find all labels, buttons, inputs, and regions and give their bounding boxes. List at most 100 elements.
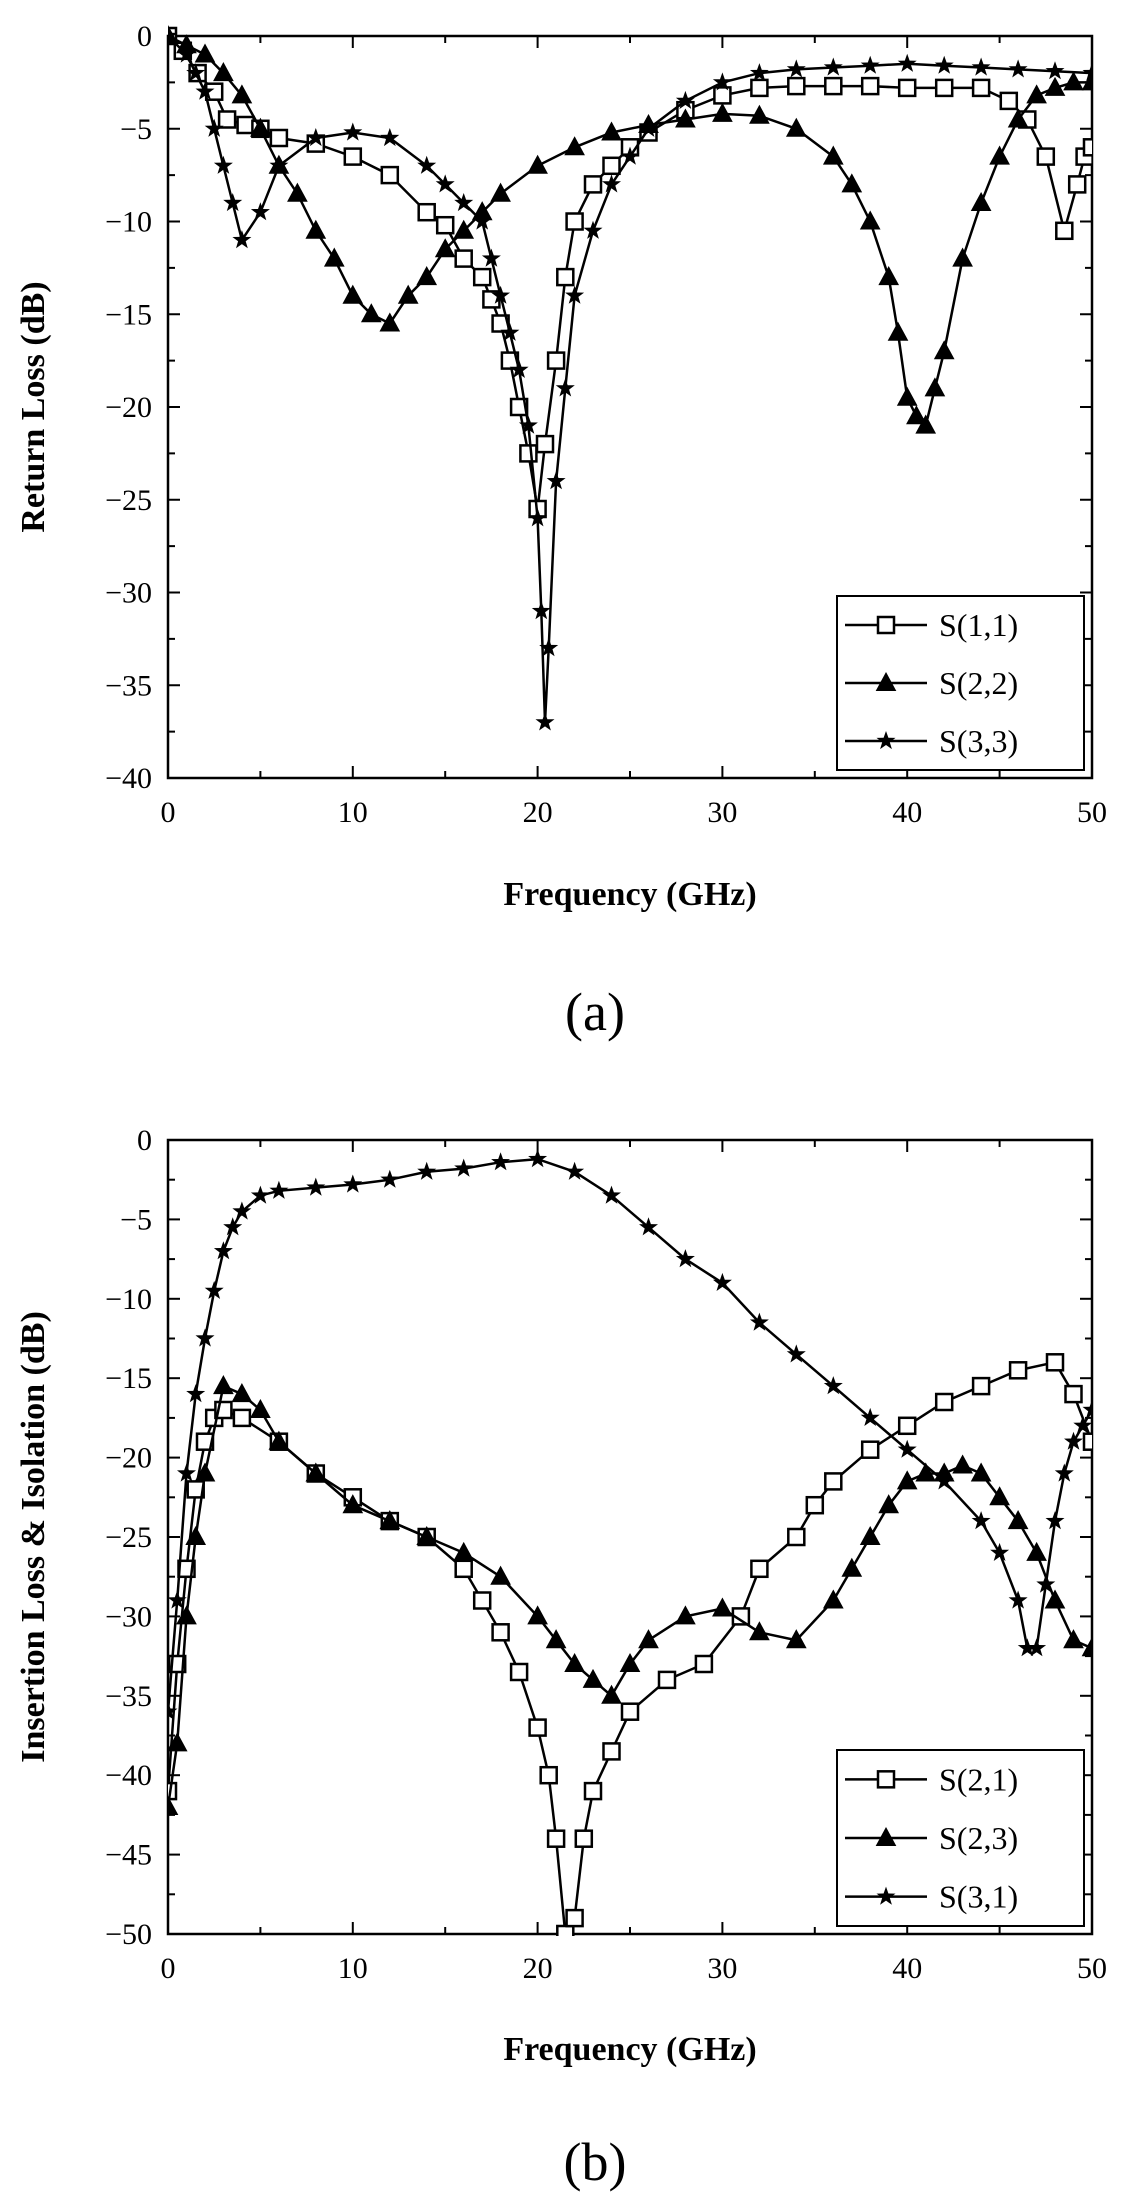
y-tick-label: −35 xyxy=(105,1680,152,1713)
panel-a-return-loss: 0 10 20 30 40 50 0 −5 −10 −15 −20 −25 −30 −35 −40 Frequ… xyxy=(15,20,1107,1042)
data-point xyxy=(306,1177,326,1196)
data-point xyxy=(231,1383,252,1403)
data-point xyxy=(583,220,603,239)
data-point xyxy=(546,1829,566,1848)
data-point xyxy=(1055,221,1074,241)
legend: S(1,1) S(2,2) S(3,3) xyxy=(836,595,1085,771)
data-point xyxy=(971,1463,992,1482)
y-tick-label: −10 xyxy=(105,206,152,239)
data-point xyxy=(860,1440,880,1459)
data-point xyxy=(620,1702,640,1721)
legend-label: S(2,1) xyxy=(939,1761,1018,1797)
data-point xyxy=(528,1149,548,1168)
data-point xyxy=(924,377,945,397)
data-point xyxy=(860,211,881,230)
data-point xyxy=(971,1376,991,1396)
data-point xyxy=(1036,147,1056,166)
data-point xyxy=(185,1526,206,1545)
data-point xyxy=(934,78,954,98)
data-point xyxy=(453,1542,474,1561)
data-point xyxy=(232,1408,252,1428)
data-point xyxy=(841,1558,862,1577)
data-point xyxy=(1082,1432,1092,1451)
data-point xyxy=(490,1566,511,1585)
data-point xyxy=(657,1670,677,1690)
x-tick-label: 10 xyxy=(338,1952,368,1985)
data-point xyxy=(999,91,1019,111)
data-point xyxy=(1063,1629,1084,1649)
data-point xyxy=(602,1742,621,1761)
data-point xyxy=(989,146,1010,165)
data-point xyxy=(287,183,308,202)
data-point xyxy=(824,1472,843,1491)
data-point xyxy=(888,322,908,341)
data-point xyxy=(565,1908,584,1928)
data-point xyxy=(454,1559,473,1579)
data-point xyxy=(823,146,844,165)
y-tick-label: −30 xyxy=(105,1600,152,1633)
x-tick-label: 40 xyxy=(892,796,922,829)
data-point xyxy=(897,1416,917,1436)
data-point xyxy=(509,1662,529,1682)
data-point xyxy=(379,313,400,332)
y-tick-label: −45 xyxy=(105,1839,152,1872)
x-tick-label: 30 xyxy=(707,796,737,829)
data-point xyxy=(990,1542,1010,1561)
data-point xyxy=(897,53,917,72)
data-point xyxy=(694,1654,714,1674)
data-point xyxy=(1008,1361,1028,1380)
data-point xyxy=(787,1527,806,1547)
y-tick-label: −35 xyxy=(105,669,152,702)
data-point xyxy=(454,249,473,268)
x-tick-label: 0 xyxy=(161,1952,176,1985)
x-tick-label: 20 xyxy=(523,796,553,829)
data-point xyxy=(602,156,621,176)
y-tick-label: −20 xyxy=(105,1442,152,1475)
panel-label: (b) xyxy=(564,2132,627,2192)
x-axis-title: Frequency (GHz) xyxy=(503,2031,756,2068)
y-tick-label: −10 xyxy=(105,1283,152,1316)
data-point xyxy=(750,78,769,98)
series-line xyxy=(168,1384,1092,1808)
data-point xyxy=(1082,1637,1092,1657)
data-point xyxy=(490,183,511,202)
y-tick-label: −5 xyxy=(120,1203,152,1236)
data-point xyxy=(1064,1431,1083,1450)
data-point xyxy=(750,1559,769,1579)
data-point xyxy=(824,76,843,96)
x-tick-label: 30 xyxy=(707,1952,737,1985)
y-tick-label: −5 xyxy=(120,113,152,146)
data-point xyxy=(565,212,584,231)
x-tick-label: 20 xyxy=(523,1952,553,1985)
series-S(1,1) xyxy=(168,26,1092,519)
data-point xyxy=(787,76,806,96)
data-point xyxy=(934,1392,954,1412)
data-point xyxy=(601,1685,622,1704)
series-line xyxy=(168,35,1092,510)
data-point xyxy=(535,434,555,454)
x-tick-label: 50 xyxy=(1077,796,1107,829)
data-point xyxy=(491,1623,510,1642)
data-point xyxy=(712,103,733,122)
data-point xyxy=(195,44,215,63)
y-tick-label: −15 xyxy=(105,298,152,331)
series-line xyxy=(168,1157,1092,1712)
data-point xyxy=(269,128,289,148)
series-S(2,3) xyxy=(168,1375,1092,1815)
data-point xyxy=(535,712,555,731)
data-point xyxy=(564,136,585,156)
data-point xyxy=(1064,1384,1083,1404)
data-point xyxy=(213,155,233,174)
data-point xyxy=(223,193,243,212)
y-tick-label: −30 xyxy=(105,577,152,610)
data-point xyxy=(860,1526,881,1545)
data-point xyxy=(250,202,270,221)
data-point xyxy=(952,248,973,267)
data-point xyxy=(897,387,918,406)
y-tick-label: −25 xyxy=(105,1521,152,1554)
data-point xyxy=(380,165,400,185)
data-point xyxy=(897,1470,918,1490)
series-S(3,3) xyxy=(168,26,1092,731)
data-point xyxy=(417,202,436,222)
